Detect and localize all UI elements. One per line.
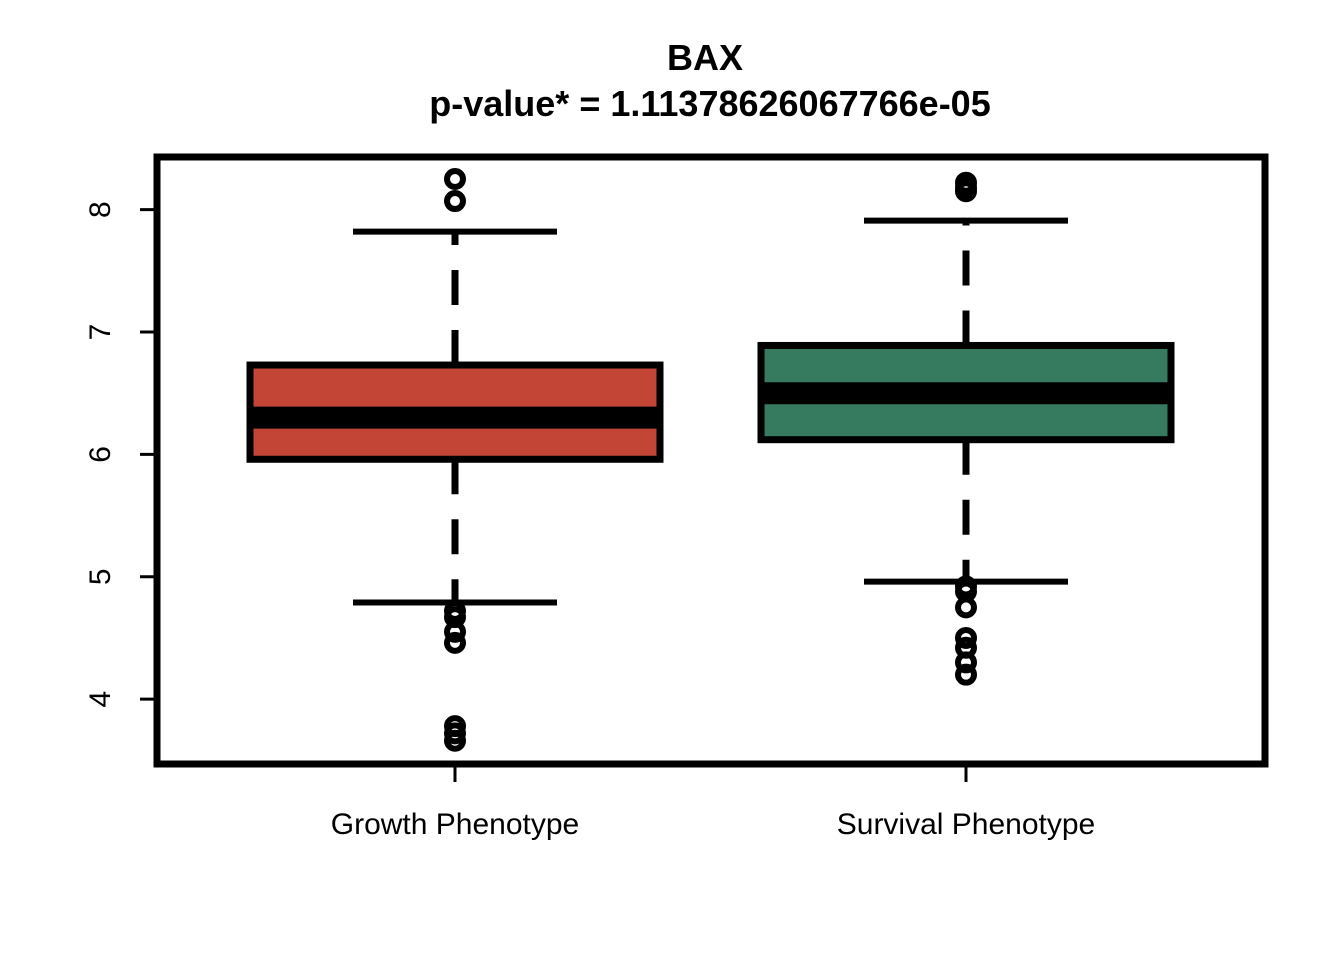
y-tick-label: 7	[84, 324, 117, 341]
outlier-point	[955, 663, 977, 686]
y-tick-label: 5	[84, 568, 117, 585]
outlier-point	[444, 190, 466, 213]
outlier-point	[444, 620, 466, 643]
outlier-point	[444, 168, 466, 191]
plot-area	[246, 168, 1175, 752]
box-group	[246, 168, 664, 752]
outlier-point	[444, 631, 466, 654]
y-tick-label: 8	[84, 201, 117, 218]
outlier-point	[955, 180, 977, 203]
outlier-point	[955, 626, 977, 649]
chart-subtitle: p-value* = 1.11378626067766e-05	[429, 83, 990, 124]
outlier-point	[955, 596, 977, 619]
outlier-point	[444, 729, 466, 752]
outlier-point	[955, 651, 977, 674]
x-category-label: Survival Phenotype	[837, 808, 1096, 841]
plot-frame	[153, 153, 1269, 768]
y-tick-label: 4	[84, 691, 117, 708]
box-group	[757, 171, 1175, 686]
y-tick-label: 6	[84, 446, 117, 463]
x-category-label: Growth Phenotype	[331, 808, 579, 841]
chart-title: BAX	[667, 37, 743, 78]
